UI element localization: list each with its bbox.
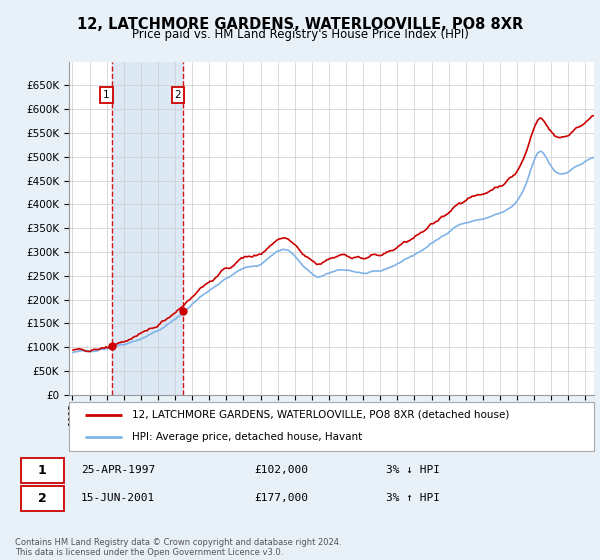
FancyBboxPatch shape [20, 486, 64, 511]
Text: 3% ↓ HPI: 3% ↓ HPI [386, 465, 440, 475]
Text: 1: 1 [103, 90, 110, 100]
Bar [112, 62, 183, 395]
Text: 12, LATCHMORE GARDENS, WATERLOOVILLE, PO8 8XR (detached house): 12, LATCHMORE GARDENS, WATERLOOVILLE, PO… [132, 410, 509, 420]
Text: 1: 1 [38, 464, 47, 477]
Text: 15-JUN-2001: 15-JUN-2001 [81, 493, 155, 503]
Text: 12, LATCHMORE GARDENS, WATERLOOVILLE, PO8 8XR: 12, LATCHMORE GARDENS, WATERLOOVILLE, PO… [77, 17, 523, 32]
Text: HPI: Average price, detached house, Havant: HPI: Average price, detached house, Hava… [132, 432, 362, 442]
Text: 2: 2 [38, 492, 47, 505]
FancyBboxPatch shape [20, 458, 64, 483]
Text: 2: 2 [175, 90, 181, 100]
Text: Price paid vs. HM Land Registry's House Price Index (HPI): Price paid vs. HM Land Registry's House … [131, 28, 469, 41]
Text: £102,000: £102,000 [254, 465, 308, 475]
Text: £177,000: £177,000 [254, 493, 308, 503]
Text: Contains HM Land Registry data © Crown copyright and database right 2024.
This d: Contains HM Land Registry data © Crown c… [15, 538, 341, 557]
Text: 25-APR-1997: 25-APR-1997 [81, 465, 155, 475]
Text: 3% ↑ HPI: 3% ↑ HPI [386, 493, 440, 503]
